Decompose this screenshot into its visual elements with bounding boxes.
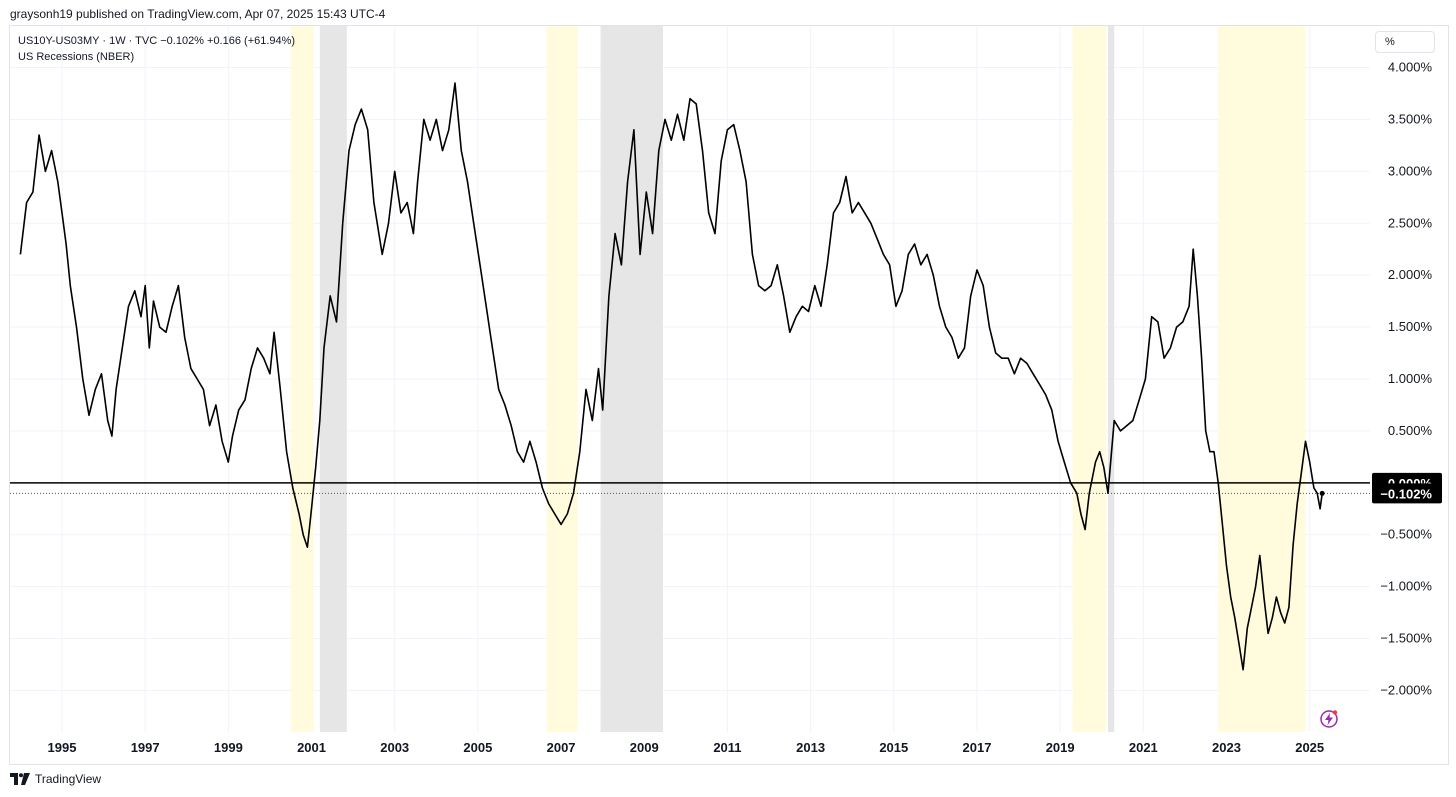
publish-info: graysonh19 published on TradingView.com,… [10,7,386,21]
highlight-band [546,26,578,732]
footer-brand-label: TradingView [35,772,102,786]
x-tick-label: 2021 [1129,740,1158,755]
y-tick-label: 3.500% [1388,111,1433,126]
y-tick-label: −0.500% [1380,527,1432,542]
recession-band [600,26,663,732]
price-unit-selector[interactable]: % [1375,31,1435,53]
y-tick-label: 2.000% [1388,267,1433,282]
recession-band [1107,26,1115,732]
x-tick-label: 2017 [963,740,992,755]
price-labels: 0.000%−0.102% [1372,472,1442,504]
y-tick-label: 1.500% [1388,319,1433,334]
x-tick-label: 2001 [297,740,326,755]
zero-reference [10,482,1370,496]
x-tick-label: 1999 [214,740,243,755]
y-tick-label: −1.000% [1380,579,1432,594]
x-tick-label: 2025 [1295,740,1324,755]
last-price-label: −0.102% [1380,486,1432,501]
y-tick-label: 2.500% [1388,215,1433,230]
series-line[interactable] [19,82,1323,671]
x-tick-label: 2009 [630,740,659,755]
legend-indicator[interactable]: US Recessions (NBER) [18,51,135,63]
x-tick-label: 2003 [380,740,409,755]
highlight-band [290,26,314,732]
x-tick-label: 1995 [48,740,77,755]
highlight-band [1072,26,1106,732]
y-tick-label: 3.000% [1388,163,1433,178]
y-tick-label: −2.000% [1380,682,1432,697]
x-tick-label: 2005 [463,740,492,755]
tradingview-logo-icon [10,773,30,785]
x-tick-label: 2007 [547,740,576,755]
chart-frame [9,25,1449,765]
x-tick-label: 2015 [879,740,908,755]
y-tick-label: 4.000% [1388,60,1433,75]
x-tick-label: 2013 [796,740,825,755]
x-tick-label: 1997 [131,740,160,755]
chart-legend: US10Y-US03MY · 1W · TVC −0.102% +0.166 (… [18,33,295,65]
x-tick-label: 2011 [713,740,741,755]
grid-lines [10,26,1370,732]
time-axis: 1995 1997 1999 2001 2003 2005 2007 2009 2011 2013… [48,740,1325,755]
x-tick-label: 2023 [1212,740,1241,755]
y-tick-label: −1.500% [1380,631,1432,646]
highlight-band [1218,26,1306,732]
last-price-label-bg [1372,483,1442,504]
legend-series[interactable]: US10Y-US03MY · 1W · TVC −0.102% +0.166 (… [18,35,296,47]
y-tick-label: 1.000% [1388,371,1433,386]
highlight-bands [290,26,1306,732]
y-tick-label: 0.500% [1388,423,1433,438]
recession-band [319,26,347,732]
x-tick-label: 2019 [1046,740,1075,755]
footer-brand[interactable]: TradingView [10,772,101,786]
lightning-icon[interactable] [1319,709,1339,729]
price-axis: 4.000% 3.500% 3.000% 2.500% 2.000% 1.500% 1.00… [1380,60,1432,698]
